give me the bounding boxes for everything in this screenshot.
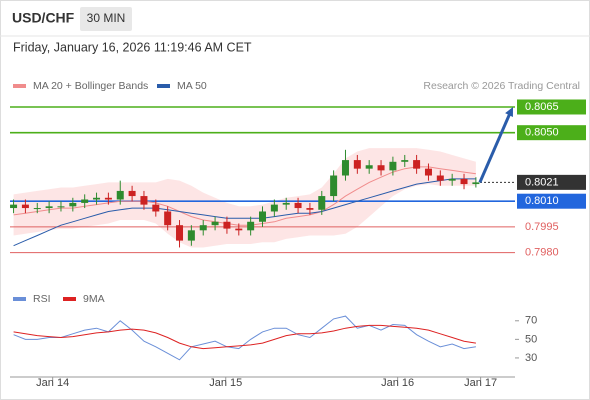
candle-body — [330, 175, 338, 197]
candle-body — [353, 160, 361, 169]
candle-body — [401, 160, 409, 162]
candle-body — [424, 168, 432, 176]
candle-body — [140, 196, 148, 205]
indicator-line — [13, 315, 476, 361]
candle-body — [341, 160, 349, 176]
interval-pill — [80, 7, 132, 31]
x-tick-label: Jan 14 — [36, 377, 69, 389]
candle-body — [365, 165, 373, 169]
forecast-arrowhead — [505, 106, 513, 117]
level-label: 0.7995 — [525, 221, 559, 233]
candle-body — [93, 197, 101, 200]
candle-body — [306, 208, 314, 210]
indicator-line — [13, 324, 476, 350]
candle-body — [45, 206, 53, 209]
level-box — [517, 125, 586, 141]
candle-body — [436, 175, 444, 181]
ma-line — [13, 166, 476, 226]
y-tick-label: 50 — [525, 333, 537, 345]
candle-body — [270, 204, 278, 212]
level-label: 0.8065 — [525, 101, 559, 113]
legend-label: RSI — [33, 293, 51, 305]
candle-body — [69, 202, 77, 207]
candle-body — [116, 190, 124, 200]
candle-body — [211, 221, 219, 226]
candle-body — [389, 161, 397, 171]
candle-body — [57, 206, 65, 208]
legend-label: 9MA — [83, 293, 105, 305]
candle-body — [128, 190, 136, 197]
x-tick-label: Jan 16 — [381, 377, 414, 389]
source: Research © 2026 Trading Central — [423, 80, 580, 92]
candle-body — [472, 182, 480, 185]
level-label: 0.8050 — [525, 127, 559, 139]
timestamp: Friday, January 16, 2026 11:19:46 AM CET — [13, 40, 252, 54]
y-tick-label: 70 — [525, 315, 537, 327]
legend-swatch — [157, 84, 170, 88]
candle-body — [199, 225, 207, 231]
legend-swatch — [13, 297, 26, 301]
candle-body — [294, 202, 302, 209]
candle-body — [413, 160, 421, 169]
candle-body — [460, 178, 468, 185]
level-box — [517, 174, 586, 190]
candle-body — [259, 211, 266, 222]
candle-body — [282, 202, 290, 205]
symbol: USD/CHF — [12, 10, 75, 26]
legend-swatch — [13, 84, 26, 88]
candle-body — [33, 208, 41, 210]
candle-body — [223, 221, 231, 229]
forecast-arrow — [478, 111, 512, 183]
bollinger-band — [13, 148, 476, 248]
x-tick-label: Jan 17 — [464, 377, 497, 389]
legend-label: MA 50 — [177, 80, 207, 92]
candle-body — [318, 196, 326, 210]
candle-body — [10, 204, 18, 209]
candle-body — [247, 221, 255, 231]
interval: 30 MIN — [87, 11, 126, 25]
x-tick-label: Jan 15 — [209, 377, 242, 389]
legend-swatch — [63, 297, 76, 301]
candle-body — [448, 178, 456, 181]
candle-body — [164, 211, 172, 226]
level-label: 0.7980 — [525, 246, 559, 258]
candle-body — [235, 228, 243, 231]
candle-body — [104, 197, 112, 200]
candle-body — [176, 225, 184, 241]
level-label: 0.8010 — [525, 195, 559, 207]
candle-body — [81, 199, 89, 203]
level-box — [517, 193, 586, 209]
y-tick-label: 30 — [525, 352, 537, 364]
legend-label: MA 20 + Bollinger Bands — [33, 80, 148, 92]
level-label: 0.8021 — [525, 176, 559, 188]
level-box — [517, 99, 586, 115]
candle-body — [21, 204, 29, 209]
candle-body — [377, 165, 385, 171]
candle-body — [187, 230, 195, 241]
candle-body — [152, 204, 160, 212]
ma-line — [13, 178, 476, 247]
